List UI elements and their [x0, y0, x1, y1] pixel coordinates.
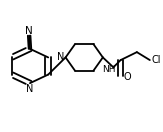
Text: N: N	[26, 84, 34, 94]
Text: NH: NH	[102, 65, 116, 74]
Text: N: N	[25, 26, 33, 36]
Text: O: O	[124, 72, 131, 82]
Text: N: N	[57, 52, 65, 62]
Text: Cl: Cl	[151, 55, 161, 65]
